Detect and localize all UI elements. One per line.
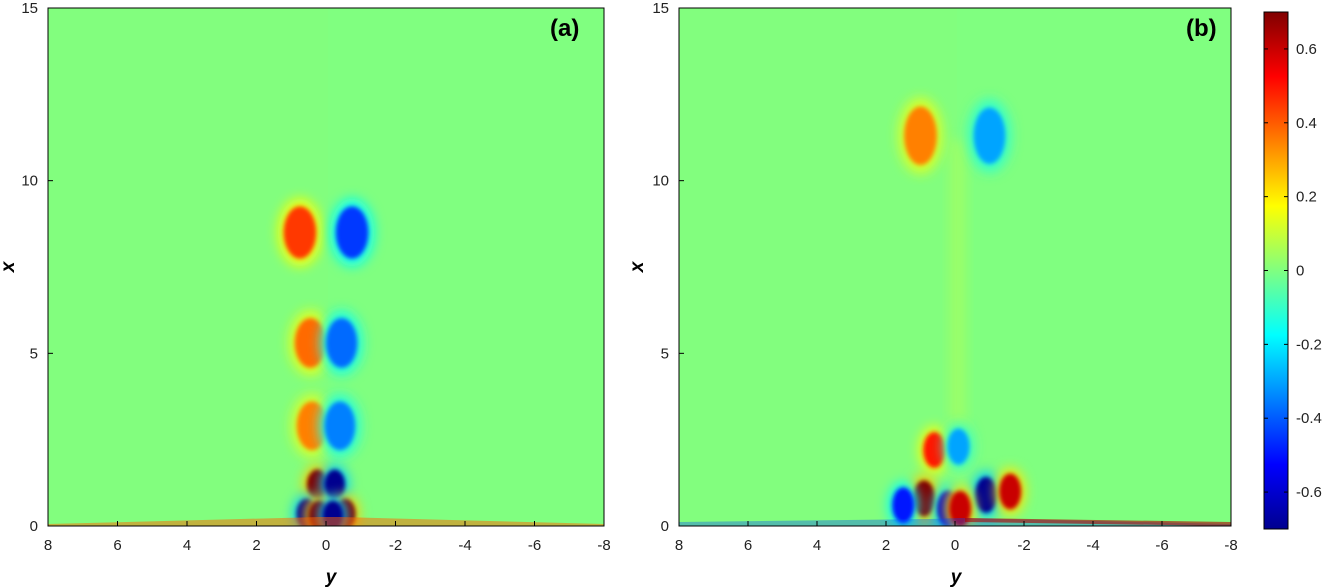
panel-a-label: (a) <box>550 15 579 42</box>
panel-b: 8 6 4 2 0 -2 -4 -6 -8 0 5 10 15 (b) y x <box>627 0 1238 587</box>
y-tick-label: 15 <box>652 0 669 17</box>
field-feature <box>912 480 935 517</box>
x-tick-label: 0 <box>951 537 959 554</box>
panel-b-shade-left <box>679 8 957 526</box>
x-tick-label: -6 <box>528 537 541 554</box>
x-tick-label: 4 <box>813 537 821 554</box>
field-feature <box>294 318 327 368</box>
panel-b-wall-layer-right <box>965 518 1231 526</box>
y-tick-label: 0 <box>661 518 669 535</box>
field-feature <box>904 106 937 165</box>
colorbar-tick-label: 0 <box>1296 263 1304 280</box>
field-feature <box>892 487 915 524</box>
x-tick-label: -8 <box>597 537 610 554</box>
field-feature <box>975 476 998 513</box>
x-tick-label: -2 <box>389 537 402 554</box>
x-tick-label: 6 <box>113 537 121 554</box>
panel-b-marks <box>888 97 1026 526</box>
field-feature <box>923 432 946 469</box>
x-tick-label: 2 <box>882 537 890 554</box>
panel-b-xlabel: y <box>950 567 963 587</box>
x-tick-label: 2 <box>252 537 260 554</box>
field-feature <box>324 469 346 500</box>
field-feature <box>973 107 1006 164</box>
x-tick-label: 8 <box>44 537 52 554</box>
x-tick-label: -2 <box>1017 537 1030 554</box>
x-tick-label: -4 <box>458 537 471 554</box>
panel-a-ylabel: x <box>0 260 19 273</box>
colorbar-tick-label: -0.2 <box>1296 336 1322 353</box>
x-tick-label: 0 <box>322 537 330 554</box>
x-tick-label: 4 <box>183 537 191 554</box>
panel-a-shade-left <box>48 8 328 526</box>
field-feature <box>324 401 356 451</box>
y-tick-label: 10 <box>21 173 38 190</box>
colorbar: 0.6 0.4 0.2 0 -0.2 -0.4 -0.6 <box>1263 11 1322 530</box>
x-tick-label: 6 <box>744 537 752 554</box>
field-feature <box>283 206 317 259</box>
panel-a-ticks: 8 6 4 2 0 -2 -4 -6 -8 0 5 10 15 <box>21 0 610 554</box>
panel-b-ticks: 8 6 4 2 0 -2 -4 -6 -8 0 5 10 15 <box>652 0 1237 554</box>
x-tick-label: -8 <box>1224 537 1237 554</box>
y-tick-label: 10 <box>652 173 669 190</box>
colorbar-tick-label: 0.4 <box>1296 115 1317 132</box>
panel-a-xlabel: y <box>325 567 338 587</box>
x-tick-label: 8 <box>675 537 683 554</box>
field-feature <box>296 401 328 451</box>
field-feature <box>325 318 358 368</box>
panel-b-ylabel: x <box>627 260 648 273</box>
field-feature <box>947 428 970 465</box>
panel-b-wake-streak <box>950 140 966 470</box>
y-tick-label: 5 <box>30 345 38 362</box>
field-feature <box>949 490 972 526</box>
panel-b-label: (b) <box>1186 15 1217 42</box>
panel-b-field <box>679 8 1231 526</box>
y-tick-label: 5 <box>661 345 669 362</box>
field-feature <box>335 206 369 259</box>
colorbar-tick-label: 0.2 <box>1296 189 1317 206</box>
colorbar-tick-label: -0.4 <box>1296 410 1322 427</box>
x-tick-label: -6 <box>1155 537 1168 554</box>
x-tick-label: -4 <box>1086 537 1099 554</box>
colorbar-tick-label: -0.6 <box>1296 484 1322 501</box>
y-tick-label: 15 <box>21 0 38 17</box>
y-tick-label: 0 <box>30 518 38 535</box>
colorbar-ticks: 0.6 0.4 0.2 0 -0.2 -0.4 -0.6 <box>1264 41 1322 501</box>
panel-a: 8 6 4 2 0 -2 -4 -6 -8 0 5 10 15 (a) y x <box>0 0 611 587</box>
field-feature <box>999 473 1022 510</box>
colorbar-tick-label: 0.6 <box>1296 41 1317 58</box>
